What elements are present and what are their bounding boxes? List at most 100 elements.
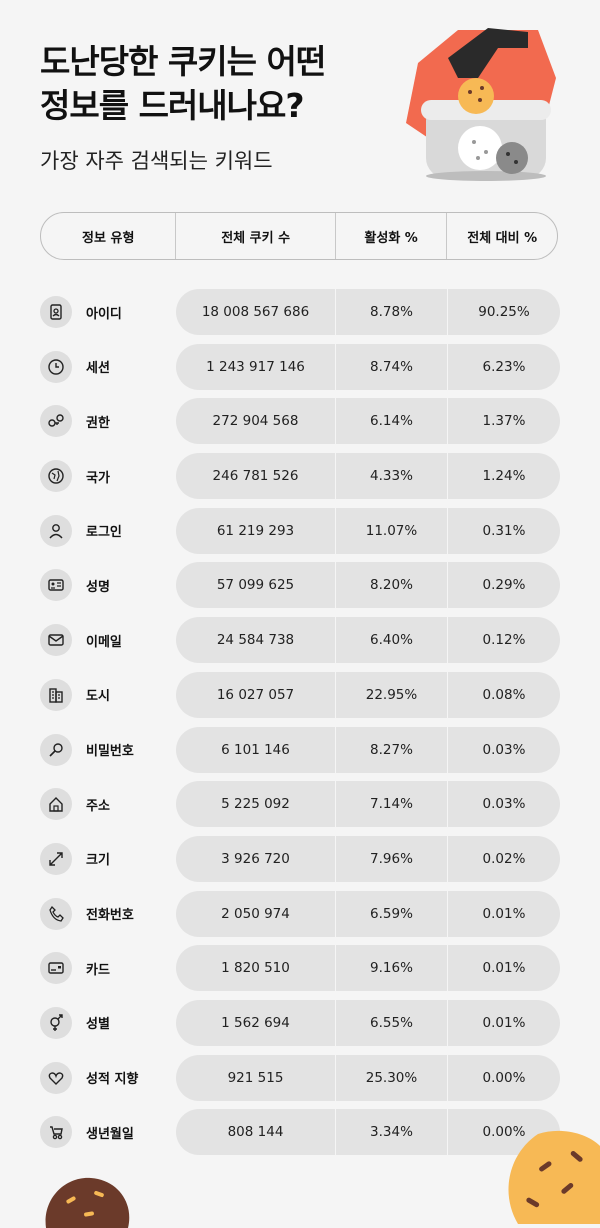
- total-cookies-cell: 246 781 526: [176, 453, 336, 500]
- active-percent-cell: 7.96%: [336, 835, 448, 882]
- active-percent-cell: 8.74%: [336, 343, 448, 390]
- row-values: 1 243 917 146 8.74% 6.23%: [176, 343, 560, 390]
- column-header-type: 정보 유형: [41, 213, 177, 259]
- table-row: 전화번호 2 050 974 6.59% 0.01%: [40, 890, 560, 937]
- row-label: 전화번호: [86, 908, 134, 924]
- total-cookies-cell: 6 101 146: [176, 726, 336, 773]
- share-percent-cell: 0.01%: [482, 1014, 526, 1031]
- total-cookies-cell: 2 050 974: [176, 890, 336, 937]
- table-row: 아이디 18 008 567 686 8.78% 90.25%: [40, 289, 560, 335]
- table-row: 이메일 24 584 738 6.40% 0.12%: [40, 617, 560, 664]
- clock-icon: [40, 350, 72, 383]
- share-percent-cell: 90.25%: [478, 304, 530, 320]
- row-values: 5 225 092 7.14% 0.03%: [176, 781, 560, 828]
- table-body: 아이디 18 008 567 686 8.78% 90.25% 세션 1 243 917 …: [40, 289, 560, 1164]
- row-values: 1 820 510 9.16% 0.01%: [176, 945, 560, 992]
- total-cookies-cell: 1 562 694: [176, 999, 336, 1046]
- table-row: 세션 1 243 917 146 8.74% 6.23%: [40, 343, 560, 390]
- share-percent-cell: 0.00%: [482, 1069, 526, 1086]
- title-line-2: 정보를 드러내나요?: [40, 86, 305, 125]
- row-label: 성적 지향: [86, 1072, 139, 1088]
- active-percent-cell: 9.16%: [336, 945, 448, 992]
- row-label: 세션: [86, 361, 110, 377]
- mail-icon: [40, 624, 72, 657]
- table-row: 국가 246 781 526 4.33% 1.24%: [40, 453, 560, 500]
- row-label: 생년월일: [86, 1126, 134, 1142]
- row-label: 권한: [86, 415, 110, 431]
- total-cookies-cell: 1 243 917 146: [176, 343, 336, 390]
- table-row: 크기 3 926 720 7.96% 0.02%: [40, 835, 560, 882]
- cookie-decoration-bottom-right: [508, 1130, 600, 1224]
- baby-carriage-icon: [40, 1116, 72, 1149]
- table-header: 정보 유형 전체 쿠키 수 활성화 % 전체 대비 %: [40, 212, 558, 260]
- page-subtitle: 가장 자주 검색되는 키워드: [40, 149, 273, 173]
- table-row: 성적 지향 921 515 25.30% 0.00%: [40, 1054, 560, 1101]
- total-cookies-cell: 3 926 720: [176, 835, 336, 882]
- row-values: 57 099 625 8.20% 0.29%: [176, 562, 560, 609]
- table-row: 주소 5 225 092 7.14% 0.03%: [40, 781, 560, 828]
- user-icon: [40, 514, 72, 547]
- row-label: 국가: [86, 470, 110, 486]
- table-row: 생년월일 808 144 3.34% 0.00%: [40, 1109, 560, 1156]
- active-percent-cell: 6.40%: [336, 617, 448, 664]
- row-label: 카드: [86, 962, 110, 978]
- cookie-jar-illustration: [406, 28, 556, 181]
- share-percent-cell: 1.24%: [482, 468, 526, 485]
- row-label: 아이디: [86, 306, 122, 322]
- active-percent-cell: 8.20%: [336, 562, 448, 609]
- row-label: 주소: [86, 798, 110, 814]
- cookie-decoration-bottom-left: [45, 1177, 130, 1228]
- row-label: 성명: [86, 579, 110, 595]
- row-label: 도시: [86, 689, 110, 705]
- building-icon: [40, 678, 72, 711]
- column-header-total: 전체 쿠키 수: [176, 213, 336, 259]
- column-header-active: 활성화 %: [336, 213, 448, 259]
- active-percent-cell: 8.27%: [336, 726, 448, 773]
- gender-icon: [40, 1006, 72, 1039]
- table-row: 권한 272 904 568 6.14% 1.37%: [40, 398, 560, 445]
- row-values: 3 926 720 7.96% 0.02%: [176, 835, 560, 882]
- total-cookies-cell: 272 904 568: [176, 398, 336, 445]
- row-label: 비밀번호: [86, 744, 134, 759]
- active-percent-cell: 3.34%: [336, 1109, 448, 1156]
- total-cookies-cell: 57 099 625: [176, 562, 336, 609]
- row-values: 61 219 293 11.07% 0.31%: [176, 507, 560, 554]
- row-values: 18 008 567 686 8.78% 90.25%: [176, 289, 560, 335]
- row-values: 16 027 057 22.95% 0.08%: [176, 671, 560, 718]
- row-values: 808 144 3.34% 0.00%: [176, 1109, 560, 1156]
- row-values: 6 101 146 8.27% 0.03%: [176, 726, 560, 773]
- table-row: 카드 1 820 510 9.16% 0.01%: [40, 945, 560, 992]
- row-label: 성별: [86, 1017, 110, 1033]
- row-label: 이메일: [86, 634, 122, 650]
- share-percent-cell: 0.31%: [482, 522, 526, 539]
- key-icon: [40, 405, 72, 438]
- total-cookies-cell: 5 225 092: [176, 781, 336, 828]
- total-cookies-cell: 24 584 738: [176, 617, 336, 664]
- share-percent-cell: 0.01%: [482, 960, 526, 977]
- share-percent-cell: 0.29%: [482, 577, 526, 594]
- table-row: 비밀번호 6 101 146 8.27% 0.03%: [40, 726, 560, 773]
- row-values: 2 050 974 6.59% 0.01%: [176, 890, 560, 937]
- table-row: 도시 16 027 057 22.95% 0.08%: [40, 671, 560, 718]
- total-cookies-cell: 18 008 567 686: [176, 289, 336, 335]
- total-cookies-cell: 61 219 293: [176, 507, 336, 554]
- active-percent-cell: 7.14%: [336, 781, 448, 828]
- row-values: 24 584 738 6.40% 0.12%: [176, 617, 560, 664]
- table-row: 로그인 61 219 293 11.07% 0.31%: [40, 507, 560, 554]
- row-values: 1 562 694 6.55% 0.01%: [176, 999, 560, 1046]
- share-percent-cell: 0.02%: [482, 850, 526, 867]
- id-card-icon: [40, 569, 72, 602]
- share-percent-cell: 0.08%: [482, 686, 526, 703]
- share-percent-cell: 6.23%: [482, 358, 526, 375]
- row-values: 246 781 526 4.33% 1.24%: [176, 453, 560, 500]
- heart-icon: [40, 1061, 72, 1094]
- total-cookies-cell: 808 144: [176, 1109, 336, 1156]
- share-percent-cell: 1.37%: [482, 413, 526, 430]
- total-cookies-cell: 16 027 057: [176, 671, 336, 718]
- id-badge-icon: [40, 296, 72, 328]
- row-label: 크기: [86, 853, 110, 869]
- active-percent-cell: 8.78%: [336, 289, 448, 335]
- active-percent-cell: 4.33%: [336, 453, 448, 500]
- share-percent-cell: 0.00%: [482, 1124, 526, 1141]
- title-line-1: 도난당한 쿠키는 어떤: [40, 42, 326, 81]
